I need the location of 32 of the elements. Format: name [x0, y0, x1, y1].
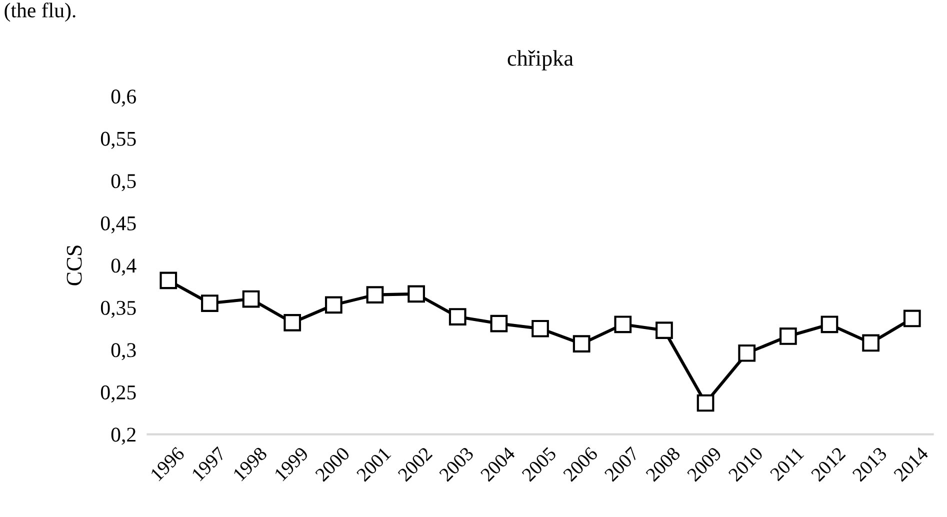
point	[820, 316, 838, 334]
point	[284, 314, 302, 332]
point	[324, 296, 342, 314]
point	[862, 334, 880, 352]
y-tick-label: 0,2	[111, 428, 136, 445]
chart-title: chřipka	[508, 50, 574, 70]
y-axis-title: CCS	[66, 246, 82, 286]
y-tick-label: 0,3	[111, 343, 136, 360]
point	[696, 394, 714, 412]
y-tick-label: 0,55	[100, 132, 136, 149]
point	[408, 285, 425, 303]
y-tick-label: 0,5	[111, 174, 136, 192]
point	[366, 286, 384, 304]
point	[656, 322, 673, 339]
y-tick-label: 0,25	[100, 385, 136, 402]
y-tick-label: 0,4	[111, 258, 136, 276]
point	[532, 320, 549, 338]
text: (the flu).	[4, 2, 76, 22]
point	[490, 314, 508, 332]
point	[614, 316, 632, 334]
point	[201, 294, 218, 312]
y-tick-label: 0,6	[111, 90, 136, 107]
y-tick-label: 0,45	[100, 216, 136, 234]
point	[160, 272, 178, 290]
point	[903, 310, 921, 328]
point	[572, 335, 590, 353]
point	[242, 290, 260, 308]
point	[448, 308, 466, 326]
x-tick-label: 2011	[769, 446, 804, 482]
point	[779, 328, 797, 345]
y-tick-label: 0,35	[100, 300, 136, 318]
point	[738, 344, 756, 362]
